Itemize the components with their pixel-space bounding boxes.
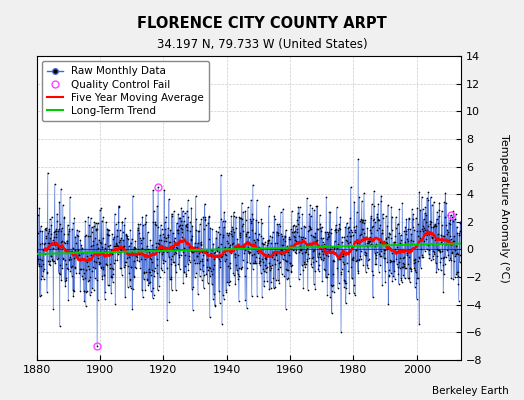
- Legend: Raw Monthly Data, Quality Control Fail, Five Year Moving Average, Long-Term Tren: Raw Monthly Data, Quality Control Fail, …: [42, 61, 209, 121]
- Text: Berkeley Earth: Berkeley Earth: [432, 386, 508, 396]
- Y-axis label: Temperature Anomaly (°C): Temperature Anomaly (°C): [499, 134, 509, 282]
- Text: 34.197 N, 79.733 W (United States): 34.197 N, 79.733 W (United States): [157, 38, 367, 51]
- Text: FLORENCE CITY COUNTY ARPT: FLORENCE CITY COUNTY ARPT: [137, 16, 387, 31]
